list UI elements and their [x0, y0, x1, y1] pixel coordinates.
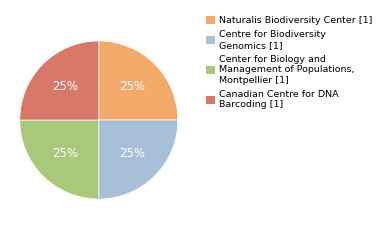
Wedge shape: [20, 41, 99, 120]
Text: 25%: 25%: [119, 80, 145, 93]
Wedge shape: [99, 41, 178, 120]
Wedge shape: [20, 120, 99, 199]
Wedge shape: [99, 120, 178, 199]
Text: 25%: 25%: [119, 147, 145, 160]
Text: 25%: 25%: [52, 147, 78, 160]
Legend: Naturalis Biodiversity Center [1], Centre for Biodiversity
Genomics [1], Center : Naturalis Biodiversity Center [1], Centr…: [206, 16, 373, 109]
Text: 25%: 25%: [52, 80, 78, 93]
